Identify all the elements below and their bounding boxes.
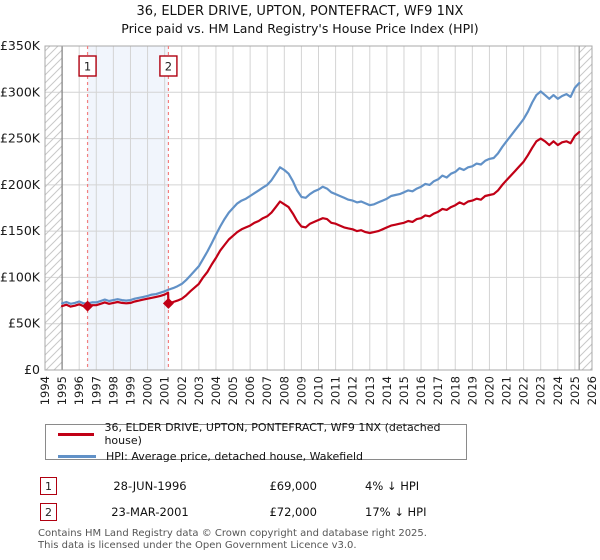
svg-text:1997: 1997 xyxy=(89,376,103,405)
svg-text:1994: 1994 xyxy=(38,376,52,405)
hpi-line xyxy=(60,81,581,305)
svg-text:2001: 2001 xyxy=(158,376,172,405)
svg-text:2014: 2014 xyxy=(380,376,394,405)
transaction-2-price: £72,000 xyxy=(269,505,317,519)
svg-text:2022: 2022 xyxy=(517,376,531,405)
svg-text:2019: 2019 xyxy=(465,376,479,405)
transaction-2-marker: 2 xyxy=(40,503,57,521)
svg-text:2024: 2024 xyxy=(551,376,565,405)
svg-text:2025: 2025 xyxy=(568,376,582,405)
transaction-row-2: 2 23-MAR-2001 £72,000 17% ↓ HPI xyxy=(40,502,560,522)
svg-text:2006: 2006 xyxy=(243,376,257,405)
sale-2-point-marker xyxy=(162,297,174,309)
no-data-hatch-left xyxy=(45,46,63,370)
transaction-2-date: 23-MAR-2001 xyxy=(111,505,189,519)
svg-text:2016: 2016 xyxy=(414,376,428,405)
svg-text:2003: 2003 xyxy=(192,376,206,405)
transaction-row-1: 1 28-JUN-1996 £69,000 4% ↓ HPI xyxy=(40,476,560,496)
svg-text:£250K: £250K xyxy=(0,131,41,146)
svg-text:2023: 2023 xyxy=(534,376,548,405)
license-footer: Contains HM Land Registry data © Crown c… xyxy=(38,528,427,551)
svg-text:2: 2 xyxy=(165,60,172,74)
svg-text:1: 1 xyxy=(84,60,91,74)
svg-text:2008: 2008 xyxy=(277,376,291,405)
svg-text:£100K: £100K xyxy=(0,269,41,284)
price-chart: 1 2 £0 £50K £100K £150K £200K £250K £300K £350K 19… xyxy=(0,38,599,405)
svg-text:1998: 1998 xyxy=(106,376,120,405)
property-price-line xyxy=(60,131,581,308)
footer-line-1: Contains HM Land Registry data © Crown c… xyxy=(38,528,427,539)
transaction-1-price: £69,000 xyxy=(269,479,317,493)
svg-text:2013: 2013 xyxy=(363,376,377,405)
svg-text:£200K: £200K xyxy=(0,177,41,192)
svg-text:2012: 2012 xyxy=(346,376,360,405)
svg-text:2017: 2017 xyxy=(431,376,445,405)
svg-text:£0: £0 xyxy=(24,362,40,377)
svg-text:2004: 2004 xyxy=(209,376,223,405)
svg-text:1999: 1999 xyxy=(123,376,137,405)
svg-text:£300K: £300K xyxy=(0,84,41,99)
transaction-1-date: 28-JUN-1996 xyxy=(113,479,187,493)
page-title: 36, ELDER DRIVE, UPTON, PONTEFRACT, WF9 … xyxy=(136,4,464,19)
svg-text:£50K: £50K xyxy=(8,316,41,331)
chart-legend: 36, ELDER DRIVE, UPTON, PONTEFRACT, WF9 … xyxy=(45,421,467,463)
svg-text:2020: 2020 xyxy=(482,376,496,405)
sale-2-label-box xyxy=(159,55,178,77)
between-sales-shading xyxy=(87,46,169,370)
footer-line-2: This data is licensed under the Open Gov… xyxy=(38,539,357,551)
svg-text:£150K: £150K xyxy=(0,223,41,238)
svg-text:£350K: £350K xyxy=(0,38,41,53)
legend-label-property: 36, ELDER DRIVE, UPTON, PONTEFRACT, WF9 … xyxy=(104,421,441,447)
transaction-1-marker: 1 xyxy=(40,477,57,495)
svg-text:2021: 2021 xyxy=(500,376,514,405)
svg-text:2015: 2015 xyxy=(397,376,411,405)
transaction-1-hpi-diff: 4% ↓ HPI xyxy=(365,479,420,493)
title-block: 36, ELDER DRIVE, UPTON, PONTEFRACT, WF9 … xyxy=(0,3,600,37)
svg-text:2018: 2018 xyxy=(448,376,462,405)
legend-label-hpi: HPI: Average price, detached house, Wake… xyxy=(106,450,364,463)
transaction-2-hpi-diff: 17% ↓ HPI xyxy=(365,505,427,519)
svg-text:2005: 2005 xyxy=(226,376,240,405)
page-subtitle: Price paid vs. HM Land Registry's House … xyxy=(121,21,479,36)
hpi-line-swatch xyxy=(58,455,96,458)
transaction-table: 1 28-JUN-1996 £69,000 4% ↓ HPI 2 23-MAR-… xyxy=(40,476,560,528)
svg-text:2010: 2010 xyxy=(312,376,326,405)
svg-text:2000: 2000 xyxy=(141,376,155,405)
svg-text:2002: 2002 xyxy=(175,376,189,405)
svg-text:2007: 2007 xyxy=(260,376,274,405)
svg-text:1996: 1996 xyxy=(72,376,86,405)
sale-1-label-box xyxy=(78,55,97,77)
svg-text:1995: 1995 xyxy=(55,376,69,405)
svg-text:2009: 2009 xyxy=(294,376,308,405)
property-line-swatch xyxy=(58,432,95,436)
svg-text:2026: 2026 xyxy=(585,376,599,405)
legend-item-hpi: HPI: Average price, detached house, Wake… xyxy=(58,450,466,463)
legend-item-property: 36, ELDER DRIVE, UPTON, PONTEFRACT, WF9 … xyxy=(58,421,466,447)
no-data-hatch-right xyxy=(579,46,592,370)
sale-1-point-marker xyxy=(82,300,94,312)
svg-text:2011: 2011 xyxy=(329,376,343,405)
